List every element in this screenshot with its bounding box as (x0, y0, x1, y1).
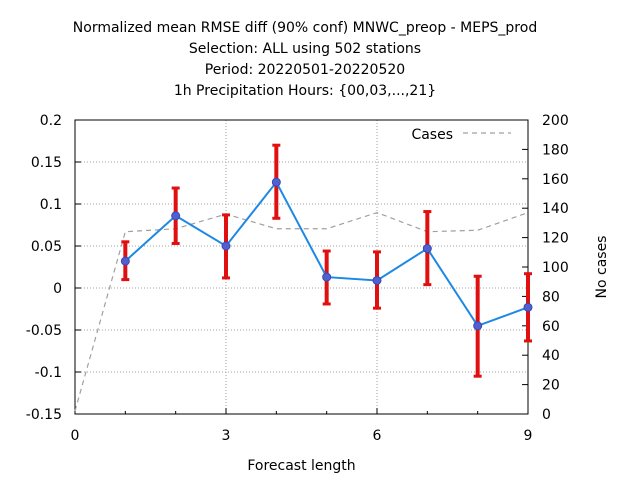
y-tick-label: 0.1 (40, 197, 62, 213)
rmse-diff-point (120, 256, 130, 266)
y2-tick-label: 40 (542, 348, 560, 364)
legend-label-cases: Cases (411, 127, 453, 143)
cases-line (74, 211, 529, 412)
y2-axis-label: No cases (594, 236, 610, 299)
y2-tick-label: 60 (542, 319, 560, 335)
y-tick-label: 0.2 (40, 113, 62, 129)
y-tick-label: 0 (53, 281, 62, 297)
rmse-diff-point (473, 321, 483, 331)
rmse-diff-point (271, 177, 281, 187)
chart-title-line-2: Selection: ALL using 502 stations (188, 41, 422, 57)
y-tick-label: -0.05 (26, 323, 62, 339)
plot-frame (74, 119, 529, 415)
y2-tick-label: 100 (542, 260, 569, 276)
y-tick-label: -0.15 (26, 407, 62, 423)
y2-tick-label: 0 (542, 407, 551, 423)
chart-title-line-3: Period: 20220501-20220520 (204, 62, 406, 78)
y2-tick-label: 20 (542, 378, 560, 394)
y-tick-label: 0.15 (31, 155, 62, 171)
y2-tick-label: 200 (542, 113, 569, 129)
rmse-diff-point (422, 244, 432, 254)
rmse-diff-point (372, 275, 382, 285)
x-tick-label: 6 (373, 428, 382, 444)
y2-tick-label: 180 (542, 142, 569, 158)
x-tick-label: 9 (524, 428, 533, 444)
chart-title-line-4: 1h Precipitation Hours: {00,03,...,21} (173, 83, 437, 99)
x-tick-label: 0 (71, 428, 80, 444)
y2-tick-label: 160 (542, 172, 569, 188)
x-tick-label: 3 (222, 428, 231, 444)
y2-tick-label: 120 (542, 231, 569, 247)
y2-tick-label: 140 (542, 201, 569, 217)
rmse-diff-point (221, 241, 231, 251)
rmse-diff-point (322, 272, 332, 282)
x-axis-label: Forecast length (247, 458, 355, 474)
rmse-diff-point (523, 302, 533, 312)
rmse-diff-point (171, 211, 181, 221)
y-tick-label: 0.05 (31, 239, 62, 255)
y2-tick-label: 80 (542, 289, 560, 305)
y-tick-label: -0.1 (35, 365, 62, 381)
chart-title-line-1: Normalized mean RMSE diff (90% conf) MNW… (72, 20, 538, 36)
